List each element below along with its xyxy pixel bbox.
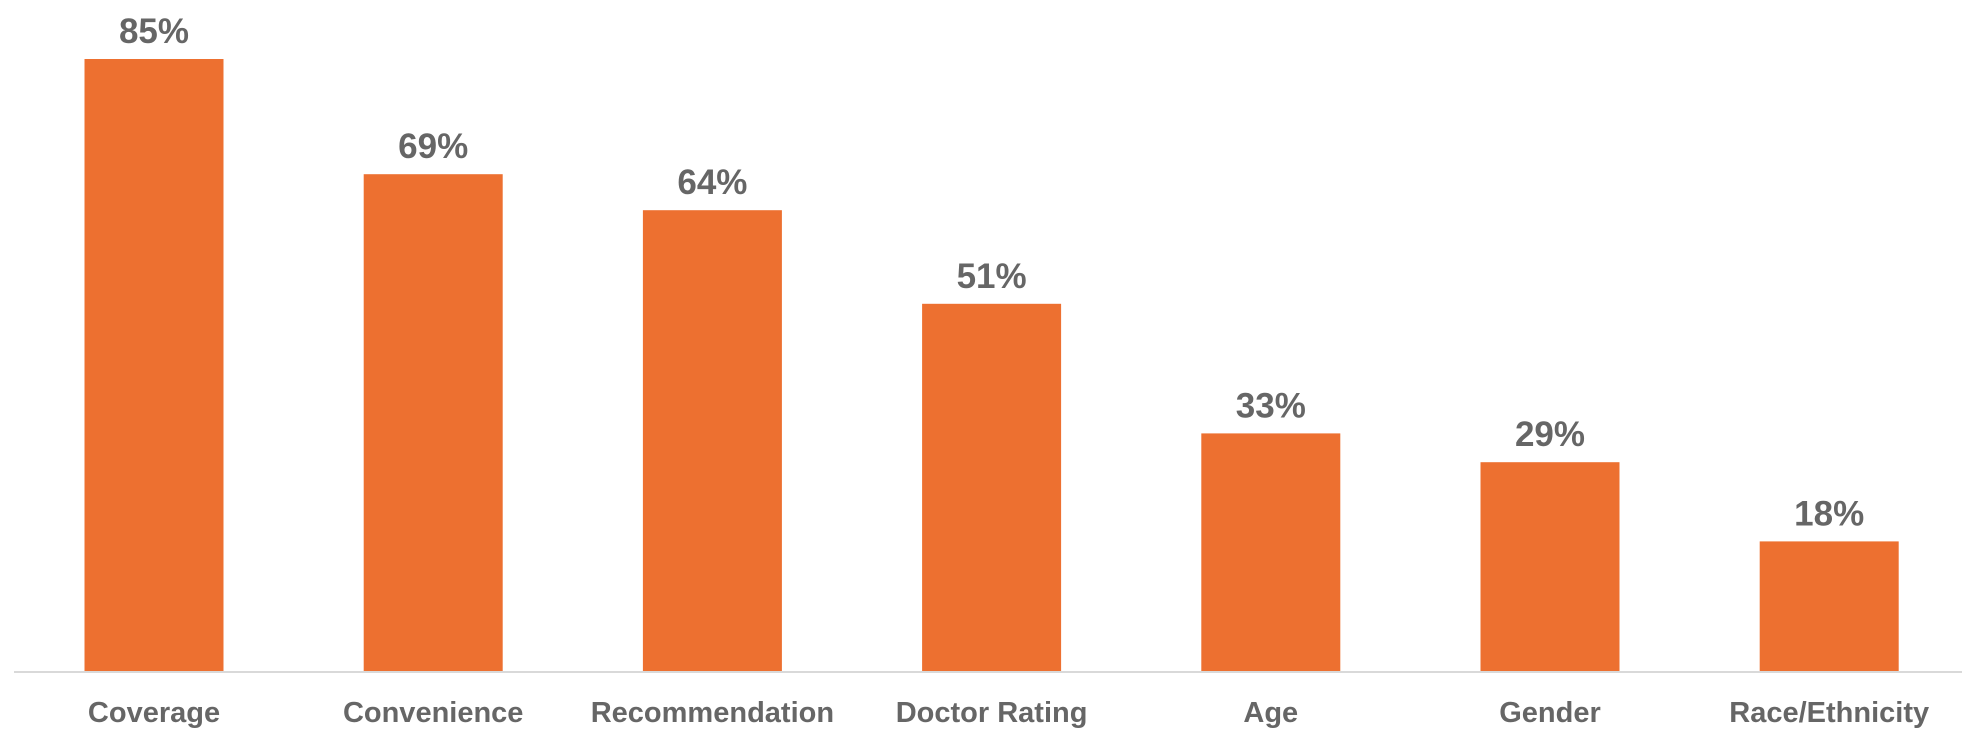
bar-coverage bbox=[84, 59, 224, 671]
category-labels-group: Coverage Convenience Recommendation Doctor … bbox=[88, 697, 1929, 729]
value-labels-group: 85% 69% 64% 51% 33% 29% 18% bbox=[119, 12, 1864, 533]
bar-age bbox=[1201, 433, 1341, 671]
bar-convenience bbox=[363, 174, 503, 671]
value-label: 64% bbox=[677, 163, 747, 202]
bar-recommendation bbox=[642, 210, 782, 671]
value-label: 18% bbox=[1794, 494, 1864, 533]
category-label: Coverage bbox=[88, 697, 220, 729]
category-label: Race/Ethnicity bbox=[1729, 697, 1929, 729]
category-label: Convenience bbox=[343, 697, 524, 729]
bar-race-ethnicity bbox=[1759, 541, 1899, 671]
value-label: 69% bbox=[398, 127, 468, 166]
bars-group bbox=[84, 59, 1899, 671]
bar-doctor-rating bbox=[922, 303, 1062, 671]
value-label: 33% bbox=[1236, 386, 1306, 425]
value-label: 51% bbox=[957, 257, 1027, 296]
value-label: 85% bbox=[119, 12, 189, 51]
bar-gender bbox=[1480, 462, 1620, 671]
value-label: 29% bbox=[1515, 415, 1585, 454]
category-label: Recommendation bbox=[591, 697, 834, 729]
category-label: Age bbox=[1243, 697, 1298, 729]
category-label: Doctor Rating bbox=[896, 697, 1088, 729]
category-label: Gender bbox=[1499, 697, 1601, 729]
